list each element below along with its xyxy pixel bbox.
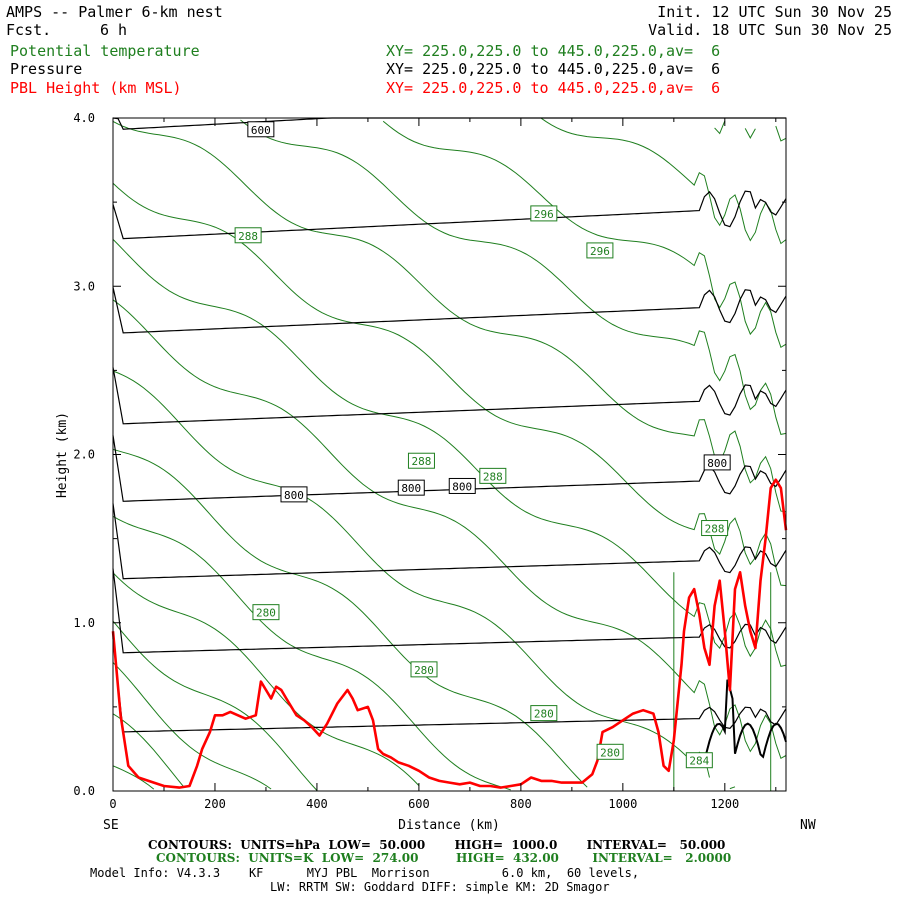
field-pbl-xy: XY= 225.0,225.0 to 445.0,225.0,av= 6 [386,79,721,97]
theta-contour-line [541,117,787,245]
fcst-label: Fcst. [6,21,52,39]
theta-contour-line [112,765,155,790]
pressure-contours [112,117,787,761]
theta-contour-line [112,182,787,587]
x-axis-label: Distance (km) [398,818,500,833]
theta-contour-label: 296 [590,245,610,258]
x-tick-label: 1000 [608,797,637,811]
theta-contour-label: 288 [238,230,258,243]
theta-contour-label-box [685,752,713,769]
theta-contour-label: 280 [414,664,434,677]
theta-contour-label: 284 [689,755,709,768]
pressure-contour-label: 800 [707,457,727,470]
theta-contour-line [112,448,588,788]
pressure-contour-line [112,287,787,334]
theta-contour-label: 288 [705,523,725,536]
y-tick-label: 1.0 [73,616,95,630]
contours-pressure-info: CONTOURS: UNITS=hPa LOW= 50.000 HIGH= 10… [148,838,726,852]
theta-contour-label-box [479,467,507,484]
physics-info: LW: RRTM SW: Goddard DIFF: simple KM: 2D… [270,880,610,894]
theta-contour-line [112,370,710,778]
y-tick-label: 0.0 [73,784,95,798]
theta-contour-line [775,125,787,142]
theta-contour-label-box [234,227,262,244]
pressure-contour-line [112,638,787,733]
pbl-height-line [111,478,788,789]
theta-contour-label: 280 [256,607,276,620]
theta-contour-line [112,515,511,791]
field-theta-name: Potential temperature [10,42,200,60]
theta-contour-label-box [252,604,280,621]
theta-contour-line [112,620,318,791]
x-tick-label: 200 [204,797,226,811]
chart-title: AMPS -- Palmer 6-km nest [6,3,223,21]
theta-contour-label-box [586,242,614,259]
pressure-contour-line [112,367,787,425]
theta-contour-line [714,120,726,135]
x-tick-label: 800 [510,797,532,811]
theta-contour-line [744,128,756,139]
x-tick-label: 400 [306,797,328,811]
init-time: Init. 12 UTC Sun 30 Nov 25 [657,3,892,21]
pressure-contour-label-box [448,477,476,494]
theta-contour-line [729,786,736,790]
pressure-contour-label: 800 [452,480,472,493]
x-end-label-left: SE [103,818,119,833]
pbl-series [111,478,788,789]
theta-contour-label: 288 [483,470,503,483]
fcst-value: 6 h [100,21,128,39]
pressure-contour-label-box [247,121,275,138]
theta-contour-line [382,120,787,349]
theta-contour-line [240,119,787,435]
pressure-contour-line [112,568,787,654]
contours-theta-info: CONTOURS: UNITS=K LOW= 274.00 HIGH= 432.… [156,851,732,865]
x-tick-label: 600 [408,797,430,811]
theta-contour-label: 288 [412,455,432,468]
contour-labels: 296 296 288 288 288 288 280 280 280 280 284 600 800 8… [234,121,731,769]
pressure-contour-label: 600 [251,124,271,137]
theta-contour-line [112,662,272,790]
x-end-label-right: NW [800,818,816,833]
y-tick-label: 3.0 [73,279,95,293]
theta-contour-line [112,299,787,760]
y-tick-label: 4.0 [73,111,95,125]
valid-time: Valid. 18 UTC Sun 30 Nov 25 [648,21,892,39]
theta-contour-label: 296 [534,208,554,221]
field-theta-xy: XY= 225.0,225.0 to 445.0,225.0,av= 6 [386,42,721,60]
theta-contours [112,117,787,791]
theta-contour-line [112,572,420,786]
theta-contour-label-box [701,520,729,537]
theta-contour-label-box [530,205,558,222]
theta-contour-line [112,120,787,513]
theta-contour-label-box [596,743,624,760]
theta-contour-label: 280 [600,746,620,759]
field-pbl-name: PBL Height (km MSL) [10,79,182,97]
y-tick-label: 2.0 [73,448,95,462]
theta-contour-label-box [410,661,438,678]
theta-contour-label-box [407,452,435,469]
pressure-contour-line [112,503,787,580]
theta-contour-line [112,713,185,789]
pressure-contour-line [112,117,786,130]
y-axis-label: Height (km) [55,412,70,498]
pressure-contour-label: 800 [401,482,421,495]
pressure-contour-label-box [703,454,731,471]
axes: 0 200 400 600 800 1000 1200 0.0 1.0 2.0 3.0 4.0 [73,111,786,811]
theta-contour-label-box [530,705,558,722]
theta-contour-label: 280 [534,708,554,721]
pressure-contour-line [112,190,787,240]
pressure-contour-label-box [280,486,308,503]
theta-contour-line [112,238,787,668]
model-info: Model Info: V4.3.3 KF MYJ PBL Morrison 6… [90,866,640,880]
pressure-contour-label: 800 [284,489,304,502]
x-tick-label: 1200 [710,797,739,811]
pressure-contour-label-box [397,479,425,496]
field-pressure-name: Pressure [10,60,83,78]
x-tick-label: 0 [109,797,116,811]
pressure-contour-line [703,679,787,761]
field-pressure-xy: XY= 225.0,225.0 to 445.0,225.0,av= 6 [386,60,721,78]
